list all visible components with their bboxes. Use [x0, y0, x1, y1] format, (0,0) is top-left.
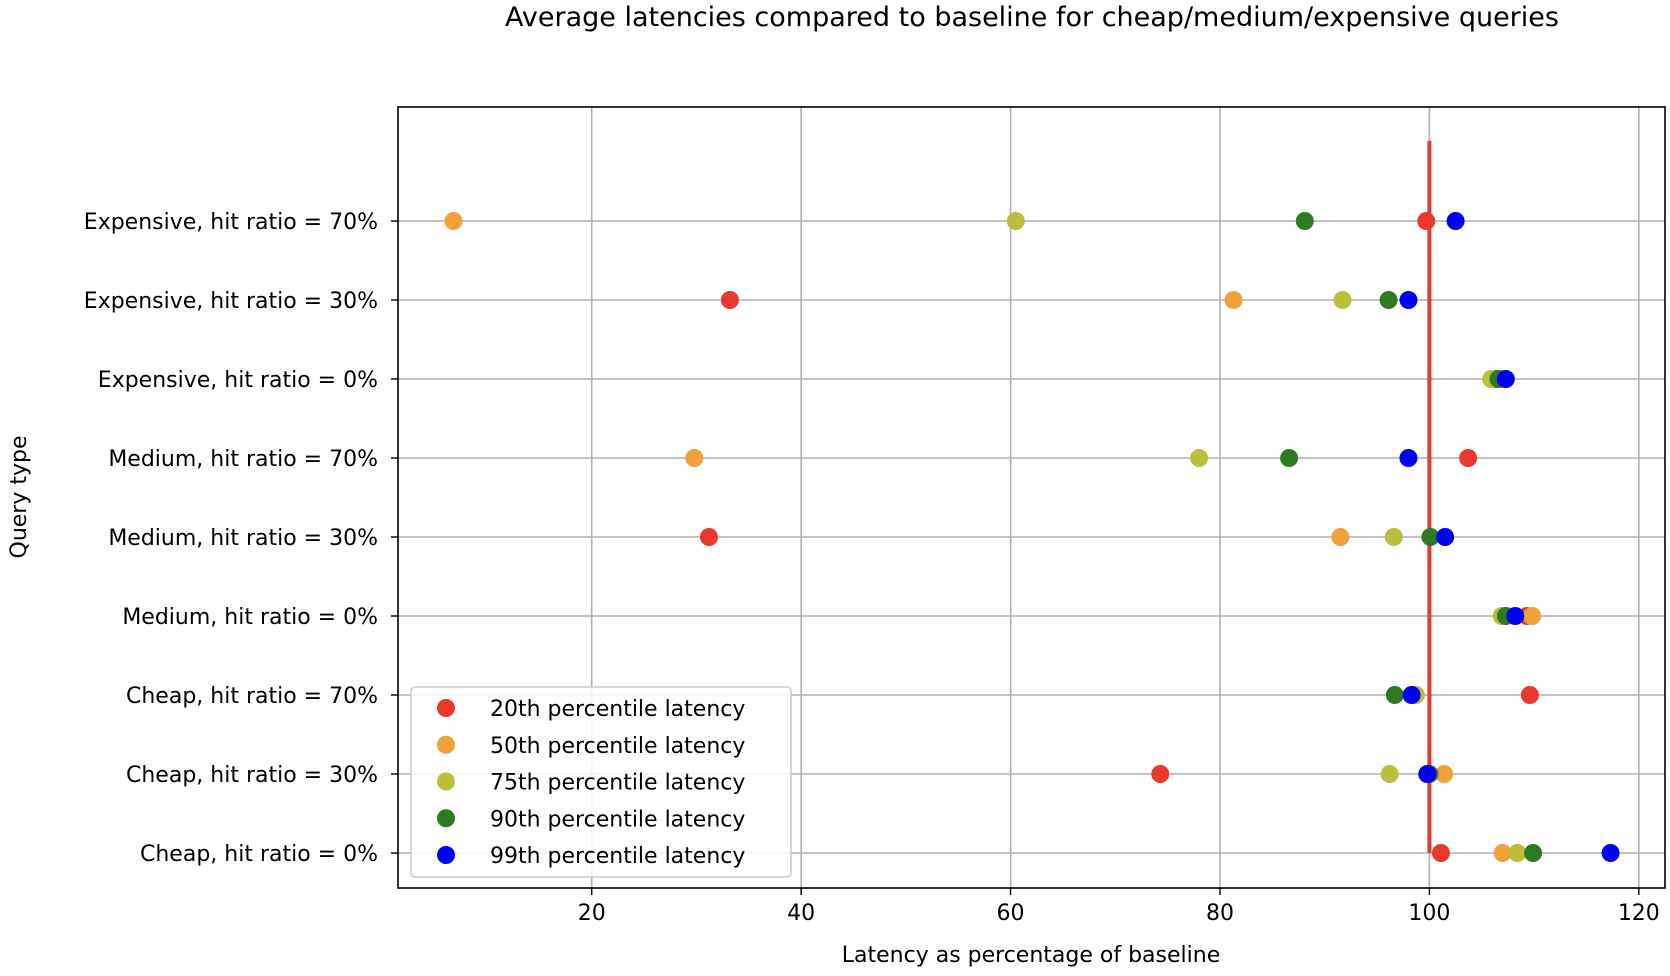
- data-point: [1421, 528, 1440, 546]
- data-point: [1601, 844, 1620, 862]
- y-tick-label: Cheap, hit ratio = 30%: [126, 763, 378, 788]
- legend-label: 75th percentile latency: [490, 771, 745, 796]
- data-point: [1431, 844, 1450, 862]
- grid: [398, 107, 1665, 888]
- data-point: [1380, 765, 1399, 783]
- data-point: [1459, 449, 1478, 467]
- data-point: [1520, 686, 1539, 704]
- data-point: [1506, 607, 1525, 625]
- data-point: [720, 291, 739, 309]
- y-axis: Cheap, hit ratio = 0% Cheap, hit ratio = …: [84, 210, 398, 867]
- x-tick-label: 20: [578, 901, 606, 926]
- data-point: [1224, 291, 1243, 309]
- legend-marker: [437, 772, 455, 791]
- legend-label: 50th percentile latency: [490, 734, 745, 759]
- data-point: [1524, 844, 1543, 862]
- data-point: [1006, 212, 1025, 230]
- x-tick-label: 100: [1408, 901, 1450, 926]
- data-point: [1493, 844, 1512, 862]
- y-tick-label: Expensive, hit ratio = 70%: [84, 210, 378, 235]
- data-point: [1417, 212, 1436, 230]
- data-point: [1496, 370, 1515, 388]
- data-point: [1402, 686, 1421, 704]
- chart-title: Average latencies compared to baseline f…: [505, 2, 1559, 33]
- y-tick-label: Cheap, hit ratio = 70%: [126, 684, 378, 709]
- data-point: [1379, 291, 1398, 309]
- data-point: [444, 212, 463, 230]
- data-point: [1190, 449, 1209, 467]
- legend-marker: [437, 809, 455, 828]
- legend-label: 20th percentile latency: [490, 697, 745, 722]
- y-tick-label: Medium, hit ratio = 70%: [108, 447, 378, 472]
- y-tick-label: Expensive, hit ratio = 30%: [84, 289, 378, 314]
- data-point: [1384, 528, 1403, 546]
- x-axis: 20 40 60 80 100 120: [578, 888, 1660, 926]
- plot-frame: [397, 106, 1666, 889]
- x-tick-label: 80: [1206, 901, 1234, 926]
- data-point: [1436, 528, 1455, 546]
- data-point: [1385, 686, 1404, 704]
- data-point: [1333, 291, 1352, 309]
- legend-label: 90th percentile latency: [490, 807, 745, 832]
- legend-label: 99th percentile latency: [490, 844, 745, 869]
- y-axis-label: Query type: [7, 436, 32, 559]
- data-point: [1435, 765, 1454, 783]
- data-point: [1295, 212, 1314, 230]
- data-point: [1523, 607, 1542, 625]
- data-point: [1331, 528, 1350, 546]
- legend-marker: [437, 735, 455, 754]
- data-point: [1151, 765, 1170, 783]
- x-tick-label: 120: [1618, 901, 1660, 926]
- y-tick-label: Medium, hit ratio = 30%: [108, 526, 378, 551]
- data-point: [1508, 844, 1527, 862]
- x-tick-label: 60: [997, 901, 1025, 926]
- legend: 20th percentile latency 50th percentile l…: [410, 686, 792, 878]
- data-point: [1418, 765, 1437, 783]
- x-axis-label: Latency as percentage of baseline: [842, 943, 1220, 968]
- data-point: [1399, 449, 1418, 467]
- y-tick-label: Expensive, hit ratio = 0%: [98, 368, 378, 393]
- data-point: [1280, 449, 1299, 467]
- x-tick-label: 40: [787, 901, 815, 926]
- data-point: [1399, 291, 1418, 309]
- legend-marker: [437, 846, 455, 864]
- data-point: [1446, 212, 1465, 230]
- y-tick-label: Medium, hit ratio = 0%: [122, 605, 378, 630]
- data-point: [685, 449, 704, 467]
- y-tick-label: Cheap, hit ratio = 0%: [140, 842, 378, 867]
- legend-marker: [437, 699, 455, 717]
- data-point: [699, 528, 718, 546]
- data-points: [444, 212, 1620, 862]
- legend-box: [410, 686, 792, 878]
